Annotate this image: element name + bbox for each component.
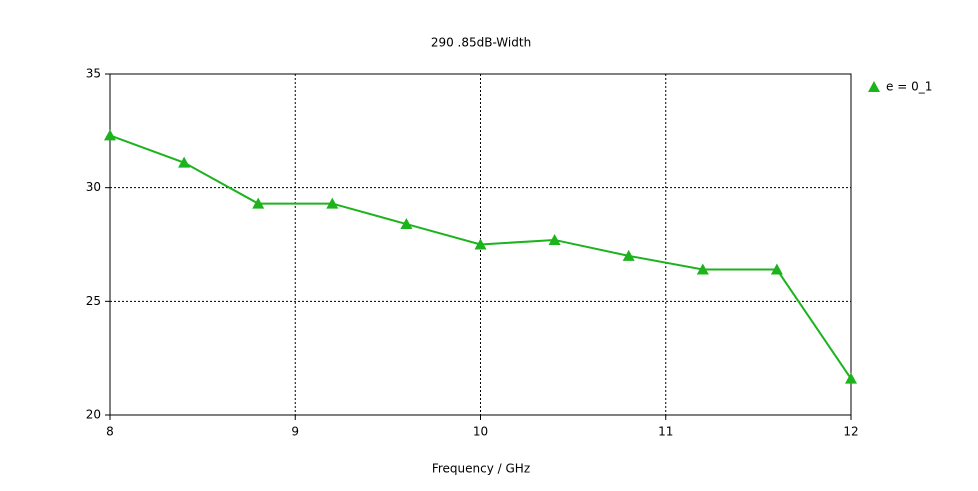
legend-marker [868,81,880,92]
y-tick-label: 25 [86,294,101,308]
x-tick-label: 8 [106,425,114,439]
data-point [622,249,635,261]
data-point [400,218,413,230]
plot-frame [109,73,852,416]
data-point [178,156,191,168]
chart-title: 290 .85dB-Width [431,36,531,50]
x-tick-label: 10 [473,425,488,439]
data-point [104,129,116,141]
x-tick-label: 11 [658,425,673,439]
y-tick-label: 20 [86,408,101,422]
data-point [326,197,339,209]
legend-label: e = 0_1 [886,80,932,94]
data-point [548,233,561,245]
data-point [845,372,857,384]
data-point [696,263,709,275]
y-tick-label: 30 [86,180,101,194]
data-point [474,238,487,250]
data-point [770,263,783,275]
x-tick-label: 12 [843,425,858,439]
y-tick-label: 35 [86,67,101,81]
data-point [252,197,265,209]
x-axis-label: Frequency / GHz [432,462,530,476]
x-tick-label: 9 [291,425,299,439]
